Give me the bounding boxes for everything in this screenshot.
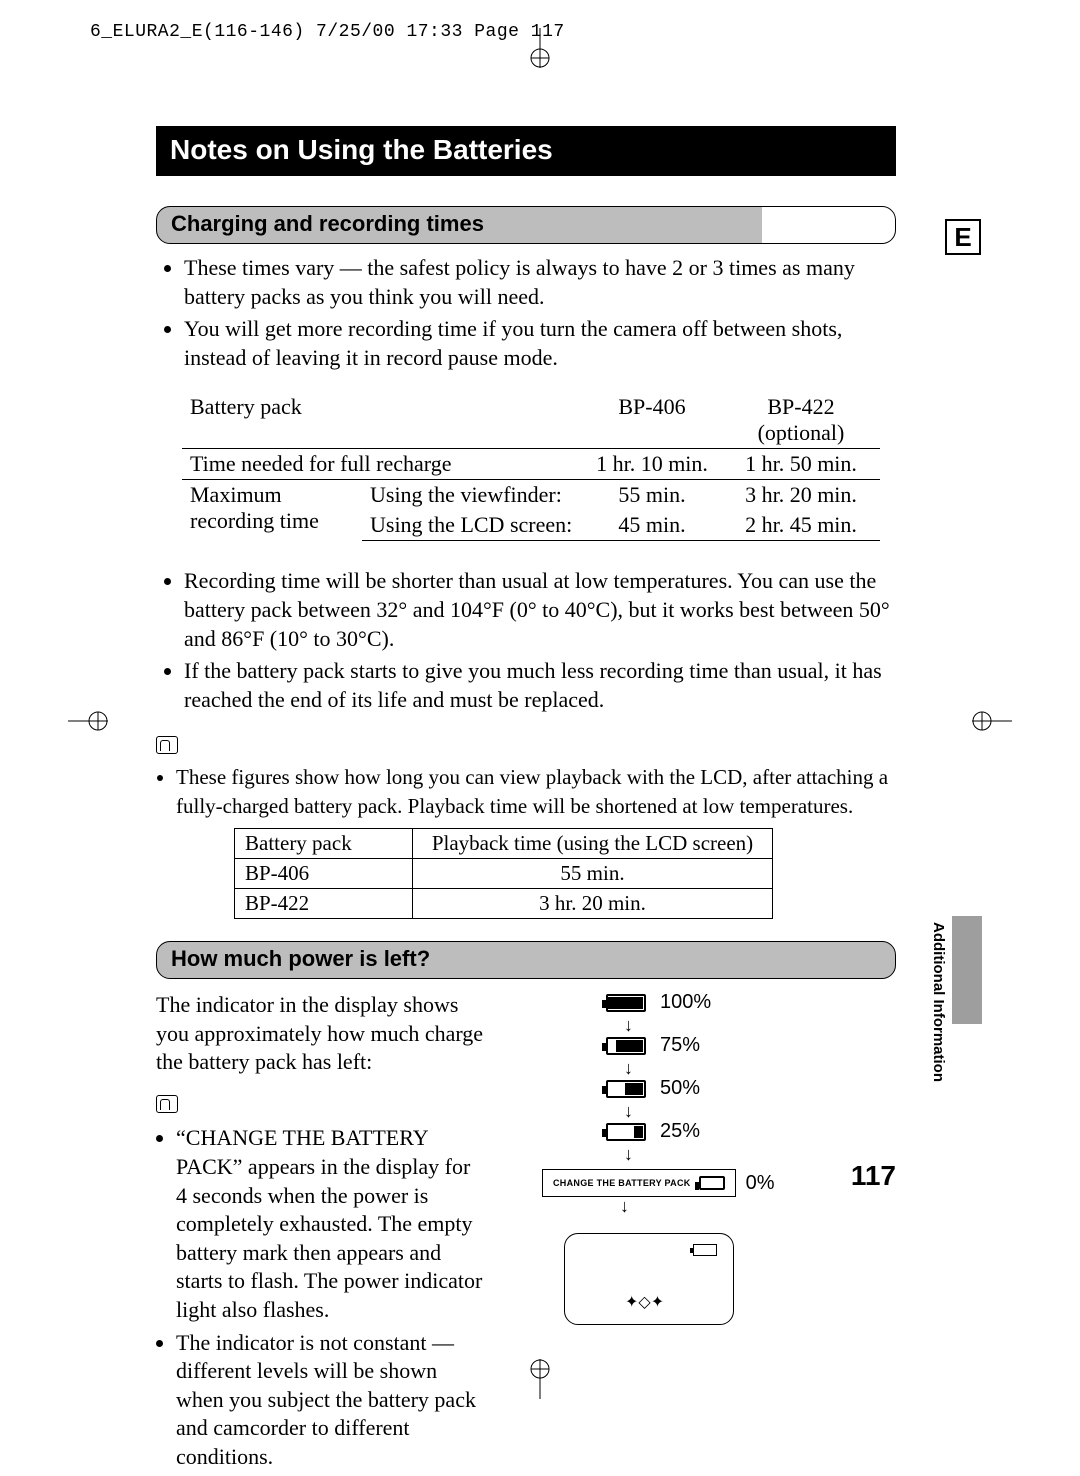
table-cell: 2 hr. 45 min. [722,510,880,541]
note-icon [156,1095,178,1113]
table-cell: BP-422 [235,889,413,919]
arrow-down-icon: ↓ [524,1059,794,1077]
table-cell: BP-406 [235,859,413,889]
table-cell: 3 hr. 20 min. [413,889,773,919]
table-cell: Using the viewfinder: [362,480,582,511]
change-battery-box: CHANGE THE BATTERY PACK [542,1169,736,1197]
table-cell: Maximum recording time [182,480,362,541]
battery-100-icon [606,994,646,1012]
table-header: Playback time (using the LCD screen) [413,829,773,859]
crop-header: 6_ELURA2_E(116-146) 7/25/00 17:33 Page 1… [90,22,565,42]
registration-mark-icon [972,710,1012,732]
page-title: Notes on Using the Batteries [156,126,896,176]
power-left-column: The indicator in the display shows you a… [156,991,484,1476]
battery-0-icon [699,1176,725,1190]
section-heading-charging: Charging and recording times E [156,206,896,244]
battery-25-icon [606,1123,646,1141]
level-label: 0% [746,1172,775,1195]
arrow-down-icon: ↓ [524,1145,794,1163]
power-section: The indicator in the display shows you a… [156,991,896,1476]
table-cell: Time needed for full recharge [182,449,582,480]
table-header: Battery pack [235,829,413,859]
battery-75-icon [606,1037,646,1055]
list-item: These times vary — the safest policy is … [184,254,896,311]
table-cell: Using the LCD screen: [362,510,582,541]
arrow-down-icon: ↓ [524,1016,794,1034]
table-cell: 55 min. [582,480,722,511]
change-battery-label: CHANGE THE BATTERY PACK [553,1178,691,1188]
table-cell: 55 min. [413,859,773,889]
level-label: 75% [660,1034,700,1057]
list-item: The indicator is not constant — differen… [176,1329,484,1472]
list-item: You will get more recording time if you … [184,315,896,372]
registration-mark-icon [529,28,551,68]
section-heading-label: Charging and recording times [171,211,484,236]
table-header: BP-406 [582,392,722,449]
level-label: 25% [660,1120,700,1143]
list-item: Recording time will be shorter than usua… [184,567,896,653]
registration-mark-icon [68,710,108,732]
intro-text: The indicator in the display shows you a… [156,991,484,1077]
battery-50-icon [606,1080,646,1098]
display-panel-icon: ✦◇✦ [564,1233,734,1325]
bullet-list: These times vary — the safest policy is … [156,254,896,372]
arrow-down-icon: ↓ [524,1102,794,1120]
list-item: These figures show how long you can view… [176,763,896,820]
list-item: If the battery pack starts to give you m… [184,657,896,714]
table-cell: 1 hr. 10 min. [582,449,722,480]
bullet-list: Recording time will be shorter than usua… [156,567,896,714]
table-header: Battery pack [182,392,362,449]
note-icon [156,736,178,754]
table-cell: 45 min. [582,510,722,541]
page-number: 117 [851,1160,896,1192]
language-badge: E [945,219,981,255]
table-cell: 1 hr. 50 min. [722,449,880,480]
charging-table: Battery pack BP-406 BP-422 (optional) Ti… [182,392,880,541]
battery-level-figure: 100% ↓ 75% ↓ 50% ↓ 25% ↓ CHANGE THE BATT… [524,991,794,1476]
note-text: These figures show how long you can view… [156,763,896,820]
list-item: “CHANGE THE BATTERY PACK” appears in the… [176,1124,484,1324]
page-content: Notes on Using the Batteries Charging an… [156,126,896,1476]
playback-table: Battery pack Playback time (using the LC… [234,828,773,919]
side-tab-label: Additional Information [930,922,947,1082]
table-cell: 3 hr. 20 min. [722,480,880,511]
side-tab [952,916,982,1024]
flash-icon: ✦◇✦ [625,1292,664,1312]
level-label: 50% [660,1077,700,1100]
battery-empty-icon [693,1244,717,1256]
level-label: 100% [660,991,711,1014]
table-header: BP-422 (optional) [722,392,880,449]
section-heading-power: How much power is left? [156,941,896,979]
arrow-down-icon: ↓ [524,1197,794,1215]
